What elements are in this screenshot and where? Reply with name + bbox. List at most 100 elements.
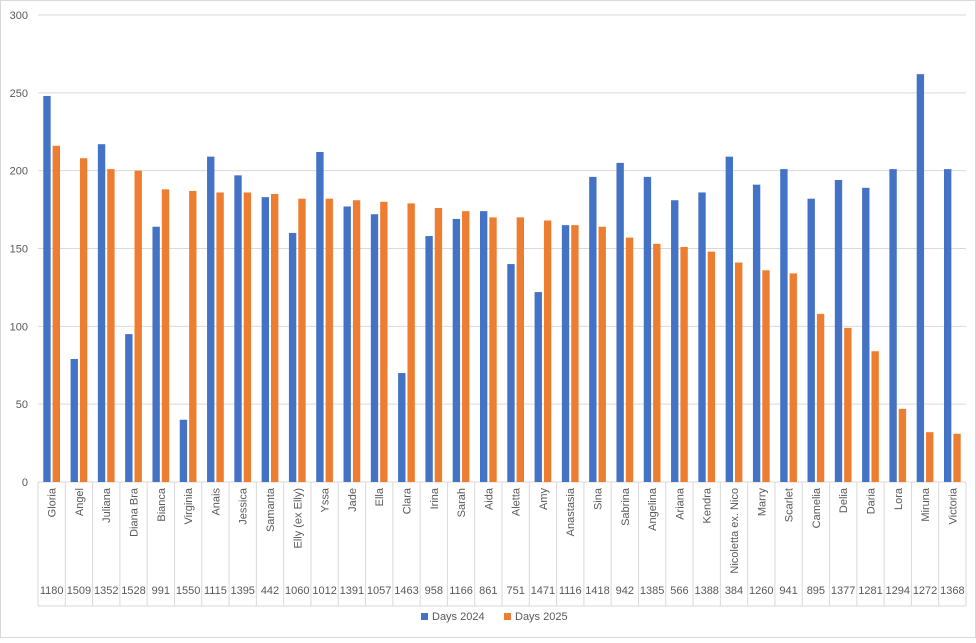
bar-days-2025: [625, 237, 634, 482]
bar-days-2025: [352, 200, 361, 482]
bar-days-2024: [752, 184, 761, 482]
table-value: 1471: [531, 585, 555, 597]
y-tick-label: 250: [10, 88, 28, 100]
table-value: 991: [152, 585, 170, 597]
x-category-label: Jessica: [238, 487, 250, 525]
x-category-label: Camelia: [811, 487, 823, 528]
bar-days-2025: [926, 432, 934, 482]
x-category-label: Victoria: [947, 487, 959, 524]
bar-days-2025: [653, 243, 661, 482]
x-category-label: Nicoletta ex. Nico: [729, 488, 741, 574]
table-value: 1272: [913, 585, 937, 597]
bar-days-2024: [234, 175, 242, 482]
bar-days-2025: [898, 408, 907, 482]
x-category-label: Jade: [347, 488, 359, 512]
x-category-label: Anais: [210, 488, 222, 516]
bar-days-2025: [789, 273, 797, 482]
bar-days-2025: [953, 433, 961, 482]
bar-days-2025: [79, 158, 88, 483]
legend: Days 2024 Days 2025: [421, 611, 568, 623]
bar-days-2025: [462, 211, 470, 482]
bar-days-2025: [543, 220, 552, 483]
y-tick-label: 100: [10, 321, 28, 333]
bar-days-2024: [452, 218, 461, 482]
bar-days-2024: [479, 211, 488, 482]
x-category-label: Yssa: [320, 487, 332, 512]
bar-days-2025: [871, 351, 879, 482]
x-category-label: Miruna: [920, 487, 932, 522]
table-value: 1509: [67, 585, 91, 597]
table-value: 1388: [694, 585, 718, 597]
x-category-label: Ella: [374, 487, 386, 506]
x-category-label: Clara: [401, 487, 413, 514]
x-category-label: Angelina: [647, 487, 659, 531]
bar-days-2025: [189, 190, 197, 483]
x-category-label: Samanta: [265, 487, 277, 532]
bar-days-2024: [179, 419, 188, 482]
x-category-label: Delia: [838, 487, 850, 513]
bar-days-2025: [571, 225, 579, 482]
bar-days-2024: [616, 162, 624, 482]
x-category-label: Angel: [74, 488, 86, 516]
bar-days-2025: [298, 198, 306, 483]
table-value: 1368: [940, 585, 964, 597]
table-value: 1463: [394, 585, 418, 597]
legend-swatch: [504, 613, 511, 620]
bar-days-2025: [107, 169, 115, 483]
legend-swatch: [421, 613, 428, 620]
x-category-label: Bianca: [156, 487, 168, 522]
y-tick-label: 0: [22, 477, 28, 489]
x-category-label: Lora: [893, 487, 905, 510]
bar-days-2024: [261, 197, 269, 482]
x-category-label: Sabrina: [620, 487, 632, 526]
bar-days-2024: [943, 169, 952, 483]
bar-days-2025: [134, 170, 142, 482]
bar-days-2025: [762, 270, 770, 482]
table-value: 1550: [176, 585, 200, 597]
bar-days-2024: [316, 151, 324, 482]
table-value: 1528: [121, 585, 145, 597]
table-value: 942: [616, 585, 634, 597]
table-value: 1281: [858, 585, 882, 597]
bar-days-2024: [807, 198, 815, 483]
bar-days-2024: [671, 200, 679, 482]
x-category-label: Virginia: [183, 487, 195, 524]
x-category-label: Amy: [538, 488, 550, 511]
bar-days-2024: [780, 169, 788, 483]
bar-days-2024: [288, 232, 297, 482]
y-tick-label: 200: [10, 166, 28, 178]
bar-days-2024: [589, 176, 597, 483]
table-value: 1115: [204, 585, 227, 597]
table-value: 1391: [340, 585, 364, 597]
bar-days-2024: [370, 214, 379, 482]
x-category-label: Daria: [865, 487, 877, 514]
table-value: 566: [670, 585, 688, 597]
bar-days-2024: [70, 359, 78, 482]
bar-days-2025: [407, 203, 415, 482]
table-value: 895: [807, 585, 825, 597]
x-category-label: Irina: [429, 487, 441, 509]
x-category-label: Sina: [593, 487, 605, 510]
bar-days-2025: [516, 217, 525, 482]
bar-days-2024: [343, 206, 351, 482]
table-value: 751: [506, 585, 524, 597]
bar-days-2024: [862, 187, 870, 483]
x-category-label: Aletta: [511, 487, 523, 516]
x-category-label: Aida: [483, 487, 495, 510]
bar-days-2024: [561, 225, 570, 482]
bar-days-2024: [834, 180, 843, 483]
bar-days-2025: [52, 145, 61, 482]
x-category-label: Juliana: [101, 487, 113, 523]
table-value: 442: [261, 585, 279, 597]
y-tick-label: 300: [10, 10, 28, 22]
bar-days-2024: [889, 169, 897, 483]
bar-days-2025: [844, 327, 852, 482]
table-value: 1418: [585, 585, 609, 597]
table-value: 1377: [831, 585, 855, 597]
bar-days-2025: [816, 313, 825, 482]
bar-days-2025: [243, 192, 252, 482]
table-value: 861: [479, 585, 497, 597]
table-value: 1395: [230, 585, 254, 597]
bar-days-2024: [152, 226, 160, 482]
